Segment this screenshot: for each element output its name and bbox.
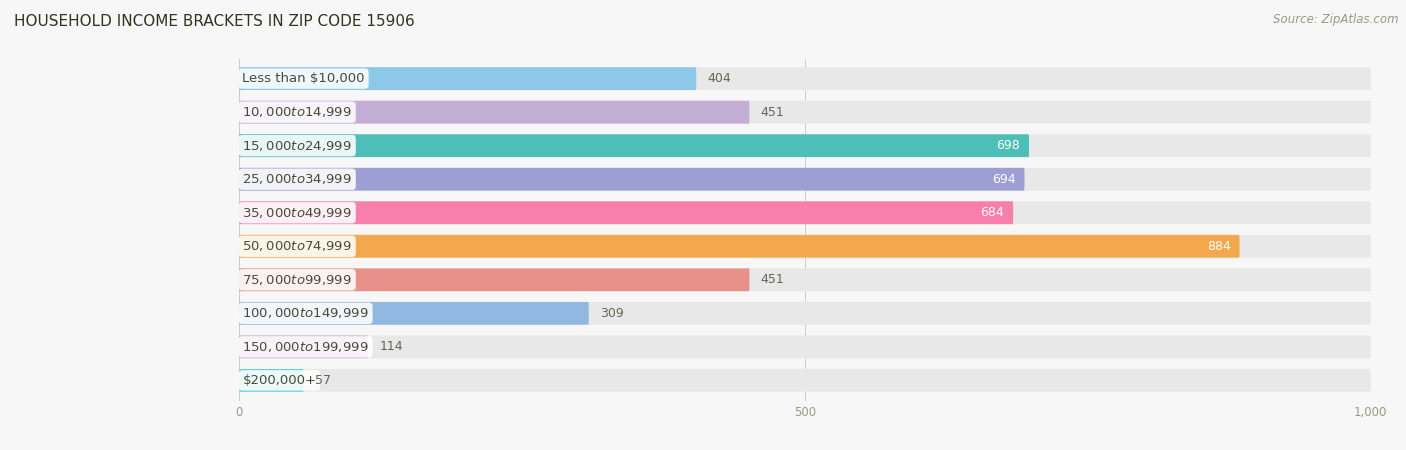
Text: HOUSEHOLD INCOME BRACKETS IN ZIP CODE 15906: HOUSEHOLD INCOME BRACKETS IN ZIP CODE 15… [14,14,415,28]
Text: $15,000 to $24,999: $15,000 to $24,999 [242,139,352,153]
Text: $50,000 to $74,999: $50,000 to $74,999 [242,239,352,253]
FancyBboxPatch shape [239,302,1371,325]
Text: $200,000+: $200,000+ [242,374,316,387]
Text: $25,000 to $34,999: $25,000 to $34,999 [242,172,352,186]
Text: $75,000 to $99,999: $75,000 to $99,999 [242,273,352,287]
Text: 884: 884 [1206,240,1230,253]
Text: 114: 114 [380,340,404,353]
Text: $35,000 to $49,999: $35,000 to $49,999 [242,206,352,220]
FancyBboxPatch shape [239,101,749,124]
Text: Less than $10,000: Less than $10,000 [242,72,366,85]
FancyBboxPatch shape [239,335,1371,358]
Text: 684: 684 [980,206,1004,219]
Text: Source: ZipAtlas.com: Source: ZipAtlas.com [1274,14,1399,27]
Text: 309: 309 [600,307,624,320]
FancyBboxPatch shape [239,335,368,358]
Text: 451: 451 [761,273,785,286]
Text: 451: 451 [761,106,785,119]
FancyBboxPatch shape [239,101,1371,124]
FancyBboxPatch shape [239,134,1371,157]
FancyBboxPatch shape [239,67,1371,90]
FancyBboxPatch shape [239,201,1014,224]
Text: $150,000 to $199,999: $150,000 to $199,999 [242,340,368,354]
FancyBboxPatch shape [239,168,1371,191]
FancyBboxPatch shape [239,369,1371,392]
FancyBboxPatch shape [239,369,304,392]
Text: $100,000 to $149,999: $100,000 to $149,999 [242,306,368,320]
FancyBboxPatch shape [239,168,1025,191]
FancyBboxPatch shape [239,302,589,325]
FancyBboxPatch shape [239,235,1371,258]
FancyBboxPatch shape [239,235,1240,258]
Text: $10,000 to $14,999: $10,000 to $14,999 [242,105,352,119]
Text: 694: 694 [991,173,1015,186]
FancyBboxPatch shape [239,201,1371,224]
FancyBboxPatch shape [239,268,749,291]
FancyBboxPatch shape [239,268,1371,291]
FancyBboxPatch shape [239,67,696,90]
Text: 404: 404 [707,72,731,85]
Text: 57: 57 [315,374,330,387]
Text: 698: 698 [997,139,1019,152]
FancyBboxPatch shape [239,134,1029,157]
